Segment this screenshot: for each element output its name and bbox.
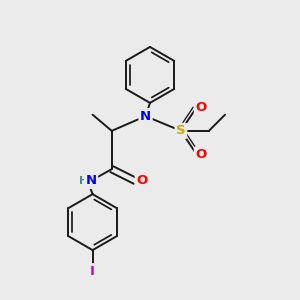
- Text: N: N: [140, 110, 151, 123]
- Text: I: I: [90, 265, 95, 278]
- Text: O: O: [136, 174, 147, 188]
- Text: O: O: [195, 148, 207, 161]
- Text: O: O: [195, 101, 207, 114]
- Text: S: S: [176, 124, 186, 137]
- Text: H: H: [79, 176, 88, 186]
- Text: N: N: [85, 174, 97, 188]
